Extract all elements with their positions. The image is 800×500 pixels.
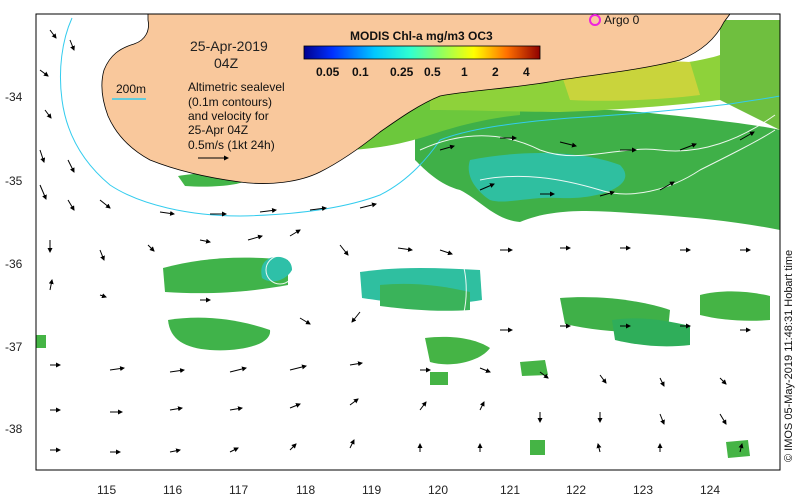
lon-axis: 115 116 117 118 119 120 121 122 123 124: [97, 483, 720, 497]
lon-tick: 116: [163, 483, 182, 497]
lon-tick: 121: [500, 483, 520, 497]
colorbar-tick: 2: [492, 65, 499, 79]
note-line: (0.1m contours): [188, 95, 272, 109]
colorbar-title: MODIS Chl-a mg/m3 OC3: [350, 29, 493, 43]
lon-tick: 117: [229, 483, 248, 497]
lat-tick: -36: [5, 257, 23, 271]
lon-tick: 118: [296, 483, 315, 497]
velocity-arrows: [39, 29, 755, 455]
land-mass: [101, 14, 731, 184]
argo-label: Argo 0: [604, 13, 640, 27]
note-line: Altimetric sealevel: [188, 80, 285, 94]
lon-tick: 124: [700, 483, 720, 497]
note-line: 0.5m/s (1kt 24h): [188, 138, 275, 152]
colorbar: [303, 45, 541, 60]
colorbar-tick: 0.5: [424, 65, 441, 79]
lat-tick: -34: [5, 90, 23, 104]
note-line: 25-Apr 04Z: [188, 123, 248, 137]
credit-text: © IMOS 05-May-2019 11:48:31 Hobart time: [783, 250, 795, 462]
lat-axis: -34 -35 -36 -37 -38: [5, 90, 23, 436]
lon-tick: 122: [566, 483, 586, 497]
isobath-legend-label: 200m: [116, 82, 146, 96]
chlorophyll-patches: [36, 20, 780, 458]
lon-tick: 119: [362, 483, 381, 497]
colorbar-tick: 4: [523, 65, 530, 79]
lat-tick: -35: [5, 174, 23, 188]
colorbar-tick: 0.1: [352, 65, 369, 79]
argo-float-marker: [589, 14, 601, 26]
isobath-200m: [60, 17, 780, 217]
lat-tick: -37: [5, 340, 23, 354]
lon-tick: 115: [97, 483, 116, 497]
lon-tick: 123: [633, 483, 653, 497]
colorbar-tick: 0.25: [390, 65, 414, 79]
colorbar-tick: 0.05: [316, 65, 340, 79]
colorbar-tick: 1: [461, 65, 468, 79]
lon-tick: 120: [428, 483, 448, 497]
map-date: 25-Apr-2019: [190, 38, 268, 54]
lat-tick: -38: [5, 422, 23, 436]
ssh-contours: [265, 114, 776, 336]
note-line: and velocity for: [188, 109, 269, 123]
map-time: 04Z: [214, 55, 239, 71]
